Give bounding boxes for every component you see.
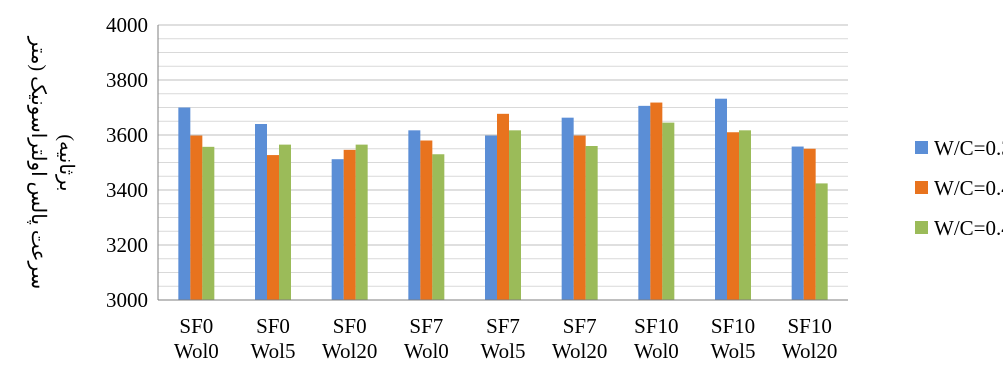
bar-W/C=0.35	[485, 135, 497, 300]
x-tick-label: SF10	[711, 314, 755, 338]
bar-W/C=0.45	[815, 183, 828, 300]
y-axis-label-line: برثانیه)	[55, 134, 77, 191]
bar-W/C=0.45	[585, 146, 598, 300]
legend-swatch	[915, 221, 928, 234]
x-tick-label: SF0	[333, 314, 367, 338]
bar-W/C=0.45	[279, 144, 291, 300]
bar-W/C=0.45	[202, 146, 215, 300]
bar-W/C=0.35	[791, 146, 804, 300]
bar-W/C=0.4	[420, 140, 433, 300]
x-tick-label: SF0	[256, 314, 290, 338]
bar-W/C=0.35	[331, 159, 344, 300]
bar-W/C=0.4	[497, 113, 509, 300]
bar-W/C=0.4	[267, 155, 279, 300]
bar-W/C=0.45	[355, 144, 368, 300]
x-tick-label: Wol5	[481, 339, 526, 363]
y-axis-label-line: سرعت پالس اولتراسونیک (متر	[27, 36, 49, 290]
legend-label: W/C=0.35	[934, 136, 1003, 160]
bar-W/C=0.4	[650, 102, 663, 300]
bar-W/C=0.45	[662, 122, 675, 300]
bar-W/C=0.4	[803, 148, 816, 300]
x-tick-label: Wol5	[711, 339, 756, 363]
bar-W/C=0.35	[255, 124, 267, 300]
legend: W/C=0.35 W/C=0.4 W/C=0.45	[915, 136, 1003, 240]
x-tick-label: SF10	[634, 314, 678, 338]
x-tick-label: Wol20	[552, 339, 607, 363]
bar-W/C=0.35	[408, 130, 421, 300]
y-tick-label: 3600	[106, 123, 148, 147]
x-tick-label: Wol0	[634, 339, 679, 363]
x-tick-labels: SF0Wol0SF0Wol5SF0Wol20SF7Wol0SF7Wol5SF7W…	[174, 314, 838, 363]
y-tick-label: 3400	[106, 178, 148, 202]
x-tick-label: Wol5	[251, 339, 296, 363]
bars	[178, 98, 828, 300]
legend-swatch	[915, 141, 928, 154]
y-tick-label: 3000	[106, 288, 148, 312]
x-tick-label: Wol0	[404, 339, 449, 363]
x-tick-label: SF7	[409, 314, 443, 338]
x-tick-label: SF7	[486, 314, 520, 338]
y-tick-label: 3800	[106, 68, 148, 92]
legend-label: W/C=0.4	[934, 176, 1003, 200]
y-tick-label: 4000	[106, 13, 148, 37]
bar-W/C=0.4	[727, 132, 739, 300]
legend-swatch	[915, 181, 928, 194]
y-tick-label: 3200	[106, 233, 148, 257]
y-tick-labels: 3000 3200 3400 3600 3800 4000	[106, 13, 148, 312]
x-tick-label: SF10	[787, 314, 831, 338]
bar-W/C=0.35	[178, 107, 191, 300]
bar-W/C=0.4	[573, 135, 586, 300]
bar-W/C=0.35	[638, 105, 651, 300]
x-tick-label: Wol20	[322, 339, 377, 363]
x-tick-label: SF0	[179, 314, 213, 338]
bar-W/C=0.45	[739, 130, 751, 300]
bar-W/C=0.4	[190, 135, 203, 300]
legend-label: W/C=0.45	[934, 216, 1003, 240]
x-tick-label: Wol20	[782, 339, 837, 363]
bar-W/C=0.4	[343, 149, 356, 300]
x-tick-label: SF7	[563, 314, 597, 338]
bar-W/C=0.45	[509, 130, 521, 300]
y-axis-label: سرعت پالس اولتراسونیک (متر برثانیه)	[27, 36, 77, 290]
axes	[157, 25, 848, 301]
bar-W/C=0.35	[561, 117, 574, 300]
x-tick-label: Wol0	[174, 339, 219, 363]
bar-W/C=0.35	[715, 98, 727, 300]
bar-W/C=0.45	[432, 154, 445, 300]
